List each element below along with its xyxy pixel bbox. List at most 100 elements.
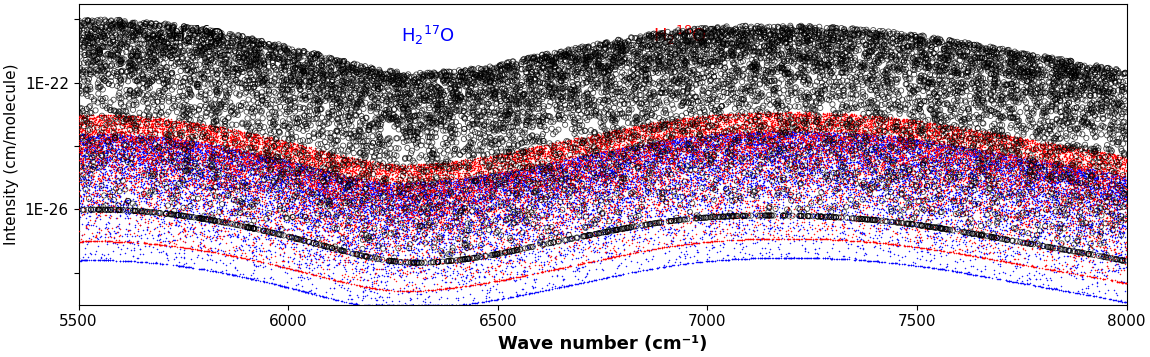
Point	[225, 226, 244, 232]
Point	[677, 76, 696, 82]
Point	[239, 97, 258, 102]
Point	[565, 167, 583, 172]
Point	[266, 225, 284, 231]
Point	[697, 140, 715, 146]
Point	[585, 182, 604, 188]
Point	[605, 57, 623, 63]
Point	[997, 82, 1015, 88]
Point	[818, 160, 836, 166]
Point	[951, 213, 969, 219]
Point	[329, 161, 347, 167]
Point	[491, 62, 509, 68]
Point	[377, 170, 396, 176]
Point	[532, 181, 551, 187]
Point	[1071, 243, 1089, 248]
Point	[508, 84, 527, 89]
Point	[972, 150, 990, 156]
Point	[430, 201, 449, 207]
Point	[176, 155, 194, 161]
Point	[135, 145, 153, 150]
Point	[300, 145, 319, 151]
Point	[516, 167, 535, 173]
Point	[198, 251, 216, 257]
Point	[872, 147, 890, 152]
Point	[1073, 192, 1091, 198]
Point	[361, 161, 380, 167]
Point	[1106, 183, 1125, 189]
Point	[413, 211, 431, 217]
Point	[849, 146, 867, 152]
Point	[108, 208, 126, 214]
Point	[917, 129, 935, 135]
Point	[1053, 162, 1072, 168]
Point	[580, 45, 598, 51]
Point	[462, 90, 481, 96]
Point	[764, 134, 782, 139]
Point	[627, 201, 645, 207]
Point	[348, 207, 367, 212]
Point	[389, 86, 407, 92]
Point	[431, 223, 450, 229]
Point	[198, 216, 216, 222]
Point	[737, 134, 756, 140]
Point	[690, 131, 708, 137]
Point	[417, 164, 436, 170]
Point	[1000, 220, 1019, 226]
Point	[905, 151, 923, 157]
Point	[923, 141, 942, 147]
Point	[903, 243, 921, 249]
Point	[932, 195, 950, 201]
Point	[550, 212, 568, 217]
Point	[652, 171, 670, 176]
Point	[930, 144, 949, 150]
Point	[460, 162, 478, 168]
Point	[599, 99, 618, 104]
Point	[217, 210, 236, 216]
Point	[503, 129, 521, 135]
Point	[823, 134, 842, 139]
Point	[1027, 277, 1045, 282]
Point	[261, 201, 279, 207]
Point	[951, 199, 969, 205]
Point	[949, 70, 967, 75]
Point	[882, 141, 900, 147]
Point	[123, 162, 141, 168]
Point	[201, 128, 220, 134]
Point	[488, 183, 506, 189]
Point	[820, 159, 838, 165]
Point	[601, 203, 620, 209]
Point	[1065, 67, 1083, 72]
Point	[665, 202, 683, 207]
Point	[1044, 80, 1063, 86]
Point	[715, 202, 734, 208]
Point	[384, 270, 402, 276]
Point	[1061, 200, 1080, 205]
Point	[520, 186, 538, 192]
Point	[1076, 98, 1095, 104]
Point	[454, 79, 473, 85]
Point	[951, 109, 969, 115]
Point	[399, 188, 417, 193]
Point	[361, 67, 380, 73]
Point	[84, 189, 102, 195]
Point	[412, 238, 430, 244]
Point	[634, 123, 652, 129]
Point	[356, 201, 375, 206]
Point	[996, 136, 1014, 141]
Point	[584, 163, 603, 169]
Point	[666, 126, 684, 132]
Point	[600, 44, 619, 50]
Point	[75, 208, 93, 213]
Point	[969, 170, 988, 176]
Point	[590, 183, 608, 188]
Point	[444, 176, 462, 182]
Point	[279, 217, 298, 222]
Point	[468, 96, 486, 101]
Point	[198, 150, 216, 155]
Point	[875, 158, 894, 164]
Point	[730, 143, 749, 149]
Point	[667, 85, 685, 90]
Point	[974, 255, 992, 261]
Point	[819, 223, 837, 228]
Point	[440, 178, 459, 183]
